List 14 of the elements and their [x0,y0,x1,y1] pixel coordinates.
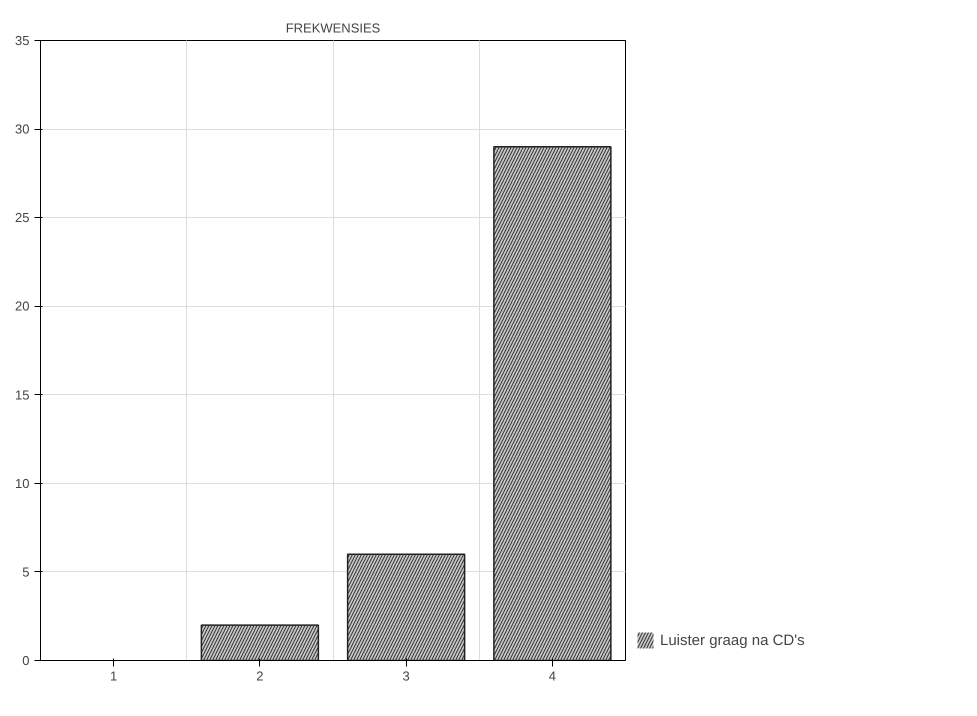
x-tick-label: 4 [548,668,556,684]
y-tick-label: 25 [15,210,30,226]
x-tick-label: 3 [402,668,410,684]
y-tick-label: 35 [15,33,30,48]
y-tick-label: 0 [22,653,30,668]
y-tick-label: 5 [22,564,30,580]
y-tick-label: 15 [15,387,30,402]
y-tick-label: 10 [15,476,30,491]
y-tick-label: 20 [15,298,30,314]
y-tick-label: 30 [15,122,30,137]
legend-label: Luister graag na CD's [660,632,805,648]
chart-title: FREKWENSIES [286,20,381,36]
x-tick-label: 2 [256,668,264,684]
x-tick-label: 1 [110,668,118,684]
